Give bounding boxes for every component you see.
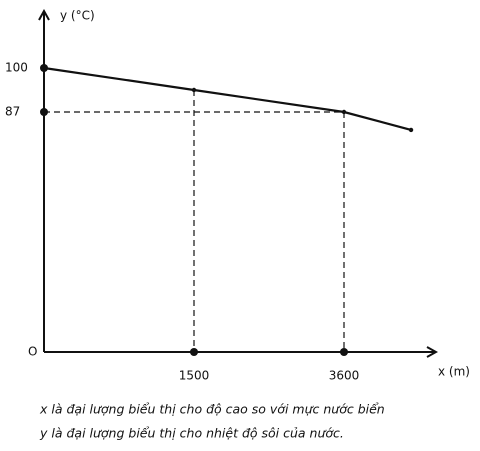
- data-point: [408, 127, 414, 133]
- data-point: [341, 109, 347, 115]
- x-axis-label: x (m): [438, 365, 470, 379]
- y-tick-label: 100: [5, 61, 28, 75]
- x-tick-dot: [340, 348, 348, 356]
- data-point: [191, 87, 197, 93]
- y-tick-label: 87: [5, 105, 20, 119]
- data-line: [43, 66, 412, 131]
- x-tick-label: 1500: [179, 369, 210, 383]
- caption-line: y là đại lượng biểu thị cho nhiệt độ sôi…: [39, 426, 344, 441]
- caption-line: x là đại lượng biểu thị cho độ cao so vớ…: [39, 402, 385, 417]
- y-axis-label: y (°C): [60, 9, 95, 23]
- origin-label: O: [28, 345, 37, 359]
- x-tick-label: 3600: [329, 369, 360, 383]
